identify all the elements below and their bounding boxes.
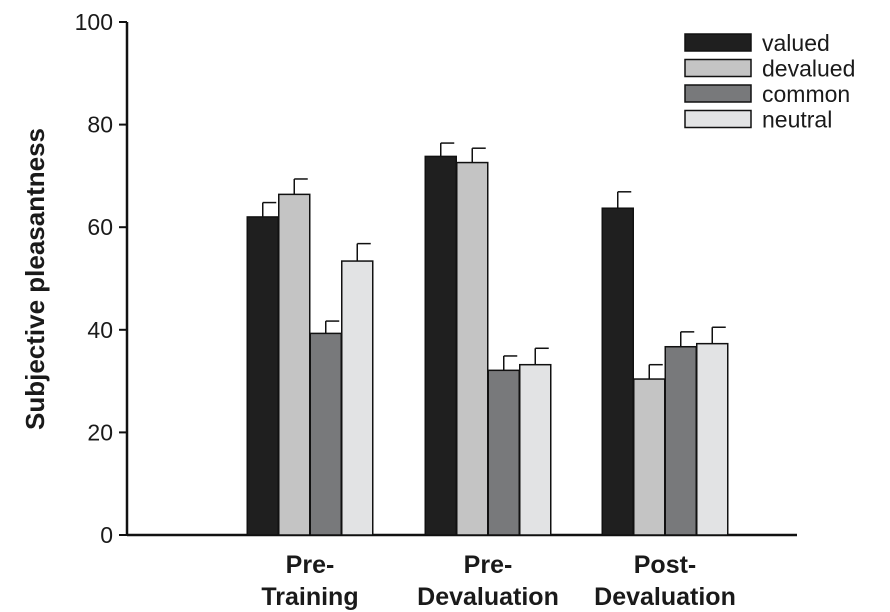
x-category-label: Pre-: [286, 551, 335, 579]
legend-swatch-neutral: [684, 109, 752, 129]
bar-valued: [601, 207, 634, 536]
legend-swatch-common: [684, 84, 752, 103]
x-category-label: Devaluation: [417, 583, 559, 611]
bar-neutral: [341, 260, 374, 536]
legend-swatch-valued: [684, 33, 752, 52]
bar-devalued: [633, 378, 666, 536]
bar-neutral: [519, 363, 552, 536]
x-category-label: Pre-: [464, 551, 513, 579]
legend-label-common: common: [762, 81, 850, 107]
y-axis-title: Subjective pleasantness: [20, 128, 50, 430]
bar-common: [664, 345, 697, 536]
x-category-label: Post-: [634, 551, 697, 579]
bar-common: [487, 369, 520, 536]
x-category-label: Training: [261, 583, 358, 611]
legend-label-devalued: devalued: [762, 56, 855, 82]
y-tick-label: 0: [100, 522, 113, 548]
legend-label-neutral: neutral: [762, 107, 832, 133]
bar-devalued: [278, 193, 311, 536]
bar-devalued: [456, 161, 489, 536]
x-category-label: Devaluation: [594, 583, 736, 611]
y-tick-label: 20: [87, 419, 113, 445]
y-tick-label: 100: [75, 9, 113, 35]
bar-neutral: [696, 342, 729, 536]
legend-label-valued: valued: [762, 30, 830, 56]
y-tick-label: 40: [87, 317, 113, 343]
legend-swatch-devalued: [684, 58, 752, 78]
bar-valued: [424, 155, 457, 536]
y-tick-label: 80: [87, 112, 113, 138]
bar-common: [309, 332, 342, 536]
bar-valued: [246, 216, 279, 536]
y-tick-label: 60: [87, 214, 113, 240]
